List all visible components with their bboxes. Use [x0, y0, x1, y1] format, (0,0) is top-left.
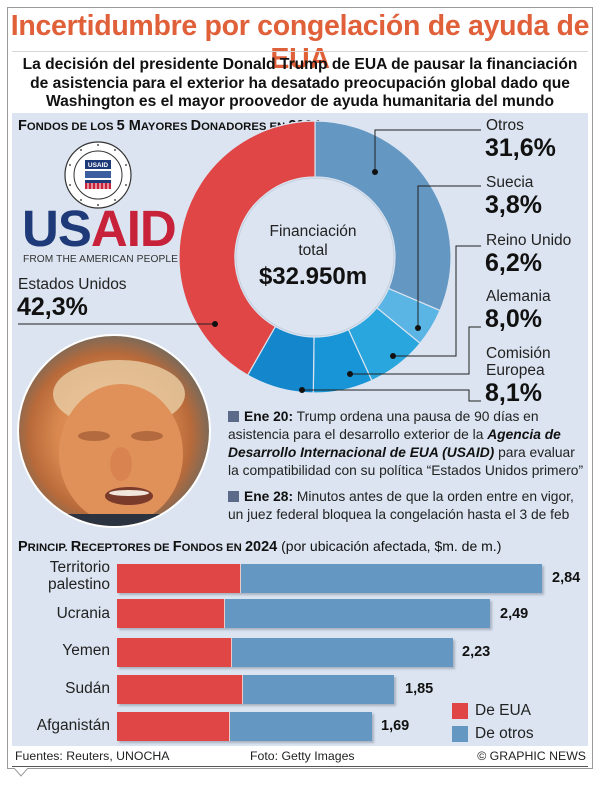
legend-swatch-red: [452, 703, 468, 719]
bar-segment-otros: [224, 599, 490, 628]
portrait-image: [53, 360, 185, 526]
footer-photo-credit: Foto: Getty Images: [250, 749, 355, 763]
bar-segment-otros: [229, 712, 372, 741]
donor-pct-alemania: 8,0%: [485, 305, 542, 333]
bar-segment-eua: [117, 712, 229, 741]
svg-text:USAID: USAID: [88, 162, 109, 169]
trump-photo: [17, 334, 211, 528]
bar-segment-eua: [117, 675, 242, 704]
timeline-note-ene-28: Ene 28: Minutos antes de que la orden en…: [228, 489, 574, 522]
bar-label-sudan: Sudán: [65, 680, 110, 697]
title-divider: [12, 51, 588, 52]
bar-value: 1,69: [381, 718, 410, 734]
usaid-logo: USAID: [22, 200, 177, 257]
legend-item-otros: De otros: [452, 725, 534, 743]
donut-center-label: Financiación total: [269, 223, 357, 259]
bar-label-yemen: Yemen: [62, 642, 110, 659]
legend-item-eua: De EUA: [452, 702, 531, 720]
bar-ucrania: [117, 599, 490, 628]
bar-label-afganistan: Afganistán: [36, 717, 110, 734]
bar-label-territorio-palestino: Territorio palestino: [47, 559, 110, 593]
donor-pct-suecia: 3,8%: [485, 191, 542, 219]
donor-label-otros: Otros: [486, 117, 524, 134]
bar-segment-eua: [117, 564, 240, 593]
footer-sources: Fuentes: Reuters, UNOCHA: [15, 749, 170, 763]
donor-pct-comision-europea: 8,1%: [485, 379, 542, 407]
bar-label-ucrania: Ucrania: [56, 605, 110, 622]
timeline-note-ene-20: Ene 20: Trump ordena una pausa de 90 día…: [228, 409, 584, 478]
subtitle-line: La decisión del presidente Donald Trump …: [22, 56, 578, 73]
donor-label-reino-unido: Reino Unido: [486, 232, 572, 249]
bar-segment-otros: [242, 675, 394, 704]
usaid-tagline: FROM THE AMERICAN PEOPLE: [23, 254, 179, 265]
bar-yemen: [117, 638, 453, 667]
usaid-seal-icon: USAID: [64, 141, 132, 209]
subtitle: La decisión del presidente Donald Trump …: [14, 56, 586, 112]
subtitle-line: Washington es el mayor proovedor de ayud…: [45, 93, 555, 110]
bullet-square-icon: [228, 411, 239, 422]
bar-afganistan: [117, 712, 372, 741]
donut-slice-estados-unidos: [178, 120, 316, 376]
page-title: Incertidumbre por congelación de ayuda d…: [10, 10, 590, 75]
bar-value: 1,85: [405, 681, 434, 697]
donor-label-comision-europea: Comisión Europea: [486, 345, 551, 379]
donor-pct-reino-unido: 6,2%: [485, 249, 542, 277]
bar-segment-otros: [240, 564, 542, 593]
bar-value: 2,84: [552, 570, 581, 586]
donor-label-suecia: Suecia: [486, 174, 534, 191]
donor-label-estados-unidos: Estados Unidos: [18, 276, 127, 293]
frame-pointer: [14, 768, 28, 777]
donut-center-value: $32.950m: [258, 263, 368, 290]
legend-swatch-blue: [452, 726, 468, 742]
donor-pct-otros: 31,6%: [485, 134, 556, 162]
subtitle-line: de asistencia para el exterior ha desata…: [30, 74, 570, 92]
footer-copyright: © GRAPHIC NEWS: [477, 749, 586, 763]
bar-segment-otros: [231, 638, 453, 667]
donor-label-alemania: Alemania: [486, 288, 551, 305]
bar-value: 2,49: [500, 606, 529, 622]
recipients-heading: PRINCIP. RECEPTORES DE FONDOS EN 2024 (p…: [18, 538, 502, 555]
bar-sudan: [117, 675, 394, 704]
footer-divider: [12, 766, 588, 767]
bar-territorio-palestino: [117, 564, 542, 593]
bar-segment-eua: [117, 599, 224, 628]
donor-pct-estados-unidos: 42,3%: [17, 293, 88, 321]
bullet-square-icon: [228, 491, 239, 502]
bar-segment-eua: [117, 638, 231, 667]
bar-value: 2,23: [462, 644, 491, 660]
